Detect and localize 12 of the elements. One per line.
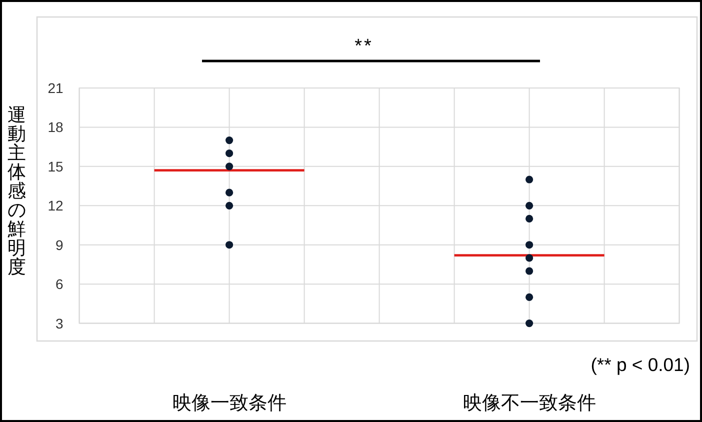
ytick: 3 <box>56 315 64 332</box>
ytick: 12 <box>48 198 64 214</box>
ytick: 18 <box>48 119 64 136</box>
xtick: 映像不一致条件 <box>462 393 596 414</box>
ytick: 9 <box>56 236 64 253</box>
xtick: 映像一致条件 <box>172 393 286 414</box>
ytick: 21 <box>48 80 64 96</box>
ylabel: 運動主体感の鮮明度 <box>8 104 26 277</box>
ytick: 6 <box>56 276 64 292</box>
ytick: 15 <box>48 158 64 174</box>
annotation: (** p < 0.01) <box>590 354 690 375</box>
annotation: ** <box>354 36 374 57</box>
